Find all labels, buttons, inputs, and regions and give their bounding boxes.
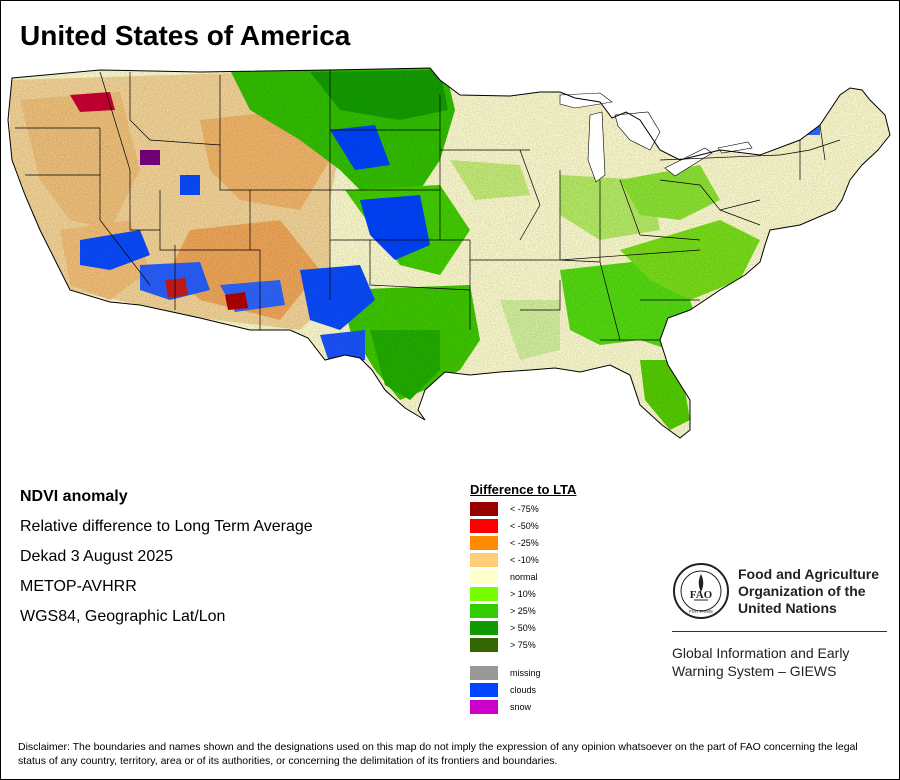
- legend-item: missing: [470, 666, 541, 680]
- fao-logo-motto: FIAT PANIS: [689, 609, 713, 614]
- legend-item: normal: [470, 570, 538, 584]
- legend-swatch: [470, 621, 498, 635]
- sensor-label: METOP-AVHRR: [20, 578, 137, 595]
- giews-name: Global Information and Early Warning Sys…: [672, 644, 849, 680]
- legend-item: snow: [470, 700, 531, 714]
- map-info: NDVI anomaly Relative difference to Long…: [20, 488, 313, 638]
- legend-swatch: [470, 683, 498, 697]
- ndvi-anomaly-map: [7, 67, 891, 439]
- legend-title: Difference to LTA: [470, 482, 577, 497]
- product-name: NDVI anomaly: [20, 488, 128, 505]
- period-label: Dekad 3 August 2025: [20, 548, 174, 565]
- fao-logo: FAO FIAT PANIS: [673, 563, 729, 619]
- legend-label: > 50%: [510, 623, 536, 633]
- legend-label: < -10%: [510, 555, 539, 565]
- legend-label: > 75%: [510, 640, 536, 650]
- giews-line: Warning System – GIEWS: [672, 663, 837, 679]
- legend-label: missing: [510, 668, 541, 678]
- legend-swatch: [470, 587, 498, 601]
- legend-label: clouds: [510, 685, 537, 695]
- legend-item: < -75%: [470, 502, 539, 516]
- legend-swatch: [470, 666, 498, 680]
- legend-item: < -25%: [470, 536, 539, 550]
- legend-item: clouds: [470, 683, 536, 697]
- legend-item: < -50%: [470, 519, 539, 533]
- disclaimer: Disclaimer: The boundaries and names sho…: [18, 741, 858, 767]
- legend-label: normal: [510, 572, 538, 582]
- legend-label: snow: [510, 702, 532, 712]
- legend-label: > 10%: [510, 589, 536, 599]
- legend-swatch: [470, 604, 498, 618]
- legend-item: < -10%: [470, 553, 539, 567]
- fao-name-line: Organization of the: [738, 583, 866, 599]
- legend-item: > 75%: [470, 638, 536, 652]
- projection-label: WGS84, Geographic Lat/Lon: [20, 608, 226, 625]
- legend-swatch: [470, 519, 498, 533]
- legend-swatch: [470, 638, 498, 652]
- legend-item: > 25%: [470, 604, 536, 618]
- product-description: Relative difference to Long Term Average: [20, 518, 313, 535]
- legend-label: < -50%: [510, 521, 539, 531]
- legend-item: > 10%: [470, 587, 536, 601]
- map-title: United States of America: [20, 20, 351, 51]
- fao-logo-letters: FAO: [690, 589, 713, 601]
- fao-name-line: Food and Agriculture: [738, 566, 880, 582]
- legend-item: > 50%: [470, 621, 536, 635]
- legend-label: < -75%: [510, 504, 539, 514]
- fao-name-line: United Nations: [738, 600, 837, 616]
- giews-line: Global Information and Early: [672, 645, 850, 661]
- legend-swatch: [470, 570, 498, 584]
- legend-label: > 25%: [510, 606, 536, 616]
- legend-swatch: [470, 553, 498, 567]
- legend-swatch: [470, 502, 498, 516]
- fao-name: Food and Agriculture Organization of the…: [738, 566, 879, 617]
- divider: [672, 631, 887, 632]
- legend-label: < -25%: [510, 538, 539, 548]
- legend-swatch: [470, 536, 498, 550]
- legend-swatch: [470, 700, 498, 714]
